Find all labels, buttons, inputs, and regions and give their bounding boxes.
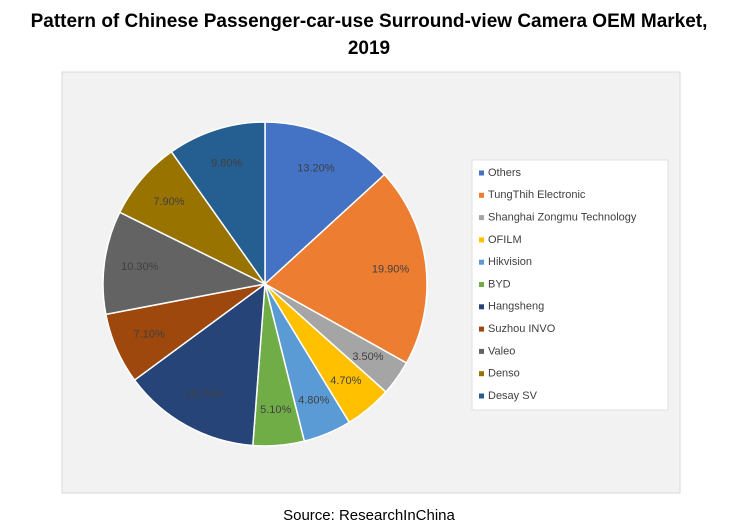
legend-swatch [479,259,484,265]
data-label: 5.10% [260,404,291,416]
pie-slice [102,211,268,316]
data-label: 7.10% [134,328,165,340]
legend-label: Suzhou INVO [488,323,556,335]
legend-label: OFILM [488,234,522,246]
legend-swatch [479,282,484,287]
data-label: 13.70% [185,388,223,400]
pie-slice [170,121,266,287]
legend-swatch [479,326,484,332]
data-label: 4.70% [330,375,361,387]
legend-swatch [479,215,484,221]
data-label: 7.90% [153,196,184,208]
data-label: 3.50% [352,351,383,363]
data-label: 19.90% [372,263,410,275]
legend-label: Valeo [488,345,515,357]
legend-swatch [479,237,484,243]
legend-label: Shanghai Zongmu Technology [488,212,637,224]
legend-box [471,159,669,411]
legend-label: Desay SV [488,390,538,402]
legend-swatch [479,348,484,354]
legend-label: TungThih Electronic [488,189,586,201]
pie-slice [263,173,428,364]
pie-slice [133,282,266,447]
legend-swatch [479,393,484,399]
pie-slice [264,121,386,286]
data-label: 9.80% [211,157,242,169]
legend-label: Others [488,167,522,179]
legend-label: Denso [488,368,520,380]
source-note: Source: ResearchInChina [283,507,455,524]
chart-title: Pattern of Chinese Passenger-car-use Sur… [30,11,708,59]
legend-swatch [479,170,484,176]
legend-label: BYD [488,278,511,290]
legend-label: Hikvision [488,256,532,268]
legend-label: Hangsheng [488,301,544,313]
data-label: 10.30% [121,261,159,273]
legend-swatch [479,371,484,377]
legend-swatch [479,192,484,198]
data-label: 4.80% [298,394,329,406]
legend-swatch [479,304,484,310]
data-label: 13.20% [297,162,335,174]
